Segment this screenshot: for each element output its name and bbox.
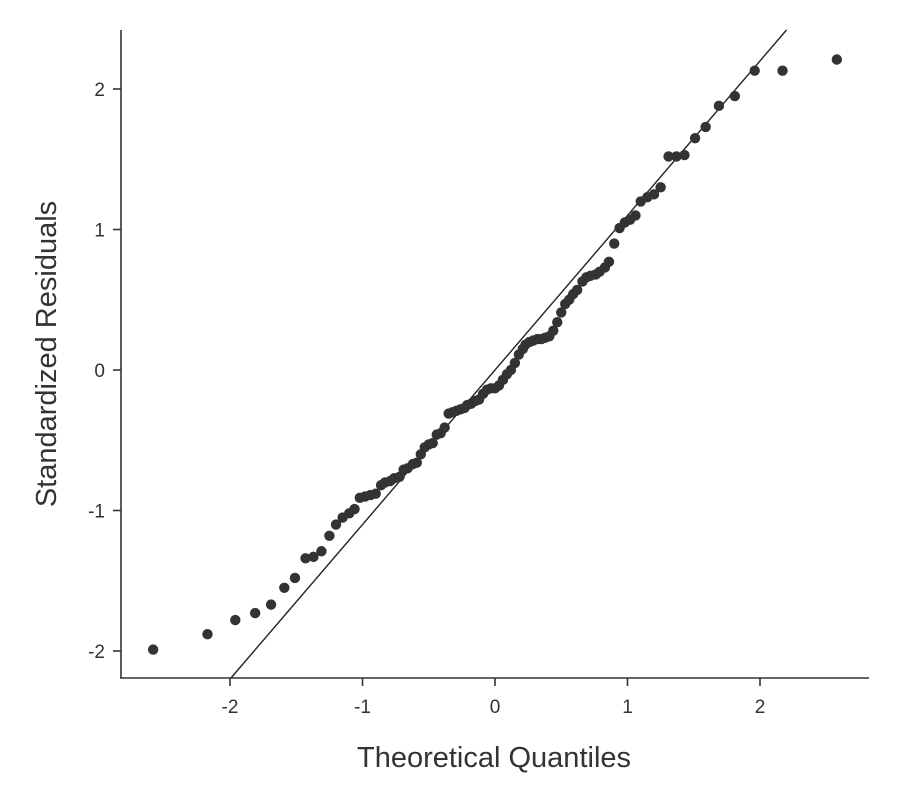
data-point <box>630 210 641 221</box>
data-point <box>648 189 660 200</box>
data-point <box>831 54 843 65</box>
x-tick-label: 1 <box>622 697 633 718</box>
data-point <box>427 437 438 449</box>
data-point <box>663 151 674 162</box>
data-point <box>609 238 620 249</box>
x-tick-label: -1 <box>354 697 371 718</box>
data-point <box>509 357 521 369</box>
data-point <box>439 422 450 433</box>
x-tick-label: 2 <box>755 697 766 718</box>
y-tick-label: 0 <box>94 361 105 382</box>
data-point <box>689 132 701 144</box>
x-tick-label: -2 <box>222 697 239 718</box>
data-point <box>300 553 311 564</box>
data-point <box>556 307 567 318</box>
x-tick-label: 0 <box>490 697 501 718</box>
data-point <box>308 551 319 563</box>
data-point <box>279 582 290 593</box>
data-point <box>713 100 725 112</box>
data-point <box>729 90 741 102</box>
y-tick-label: -2 <box>88 642 105 663</box>
data-point <box>671 151 682 162</box>
data-point <box>552 317 563 328</box>
data-point <box>324 530 335 541</box>
y-tick-label: 2 <box>94 80 105 101</box>
data-point <box>655 182 666 193</box>
data-point <box>316 546 327 557</box>
data-point <box>289 572 301 584</box>
y-tick-label: 1 <box>94 221 105 242</box>
data-point <box>679 149 690 161</box>
y-axis-ticks: -2 -1 0 1 2 <box>88 80 121 663</box>
data-point <box>411 457 423 468</box>
x-axis-ticks: -2 -1 0 1 2 <box>222 678 766 718</box>
data-point <box>700 121 711 133</box>
data-point <box>548 325 559 336</box>
data-point <box>349 503 360 515</box>
y-tick-label: -1 <box>88 502 105 523</box>
x-axis-title: Theoretical Quantiles <box>357 742 631 774</box>
data-point <box>265 599 277 610</box>
data-point <box>249 607 261 619</box>
data-point <box>202 628 213 640</box>
data-point <box>147 644 159 655</box>
plot-area <box>147 29 843 679</box>
data-point <box>603 256 615 268</box>
y-axis-title: Standardized Residuals <box>31 201 63 507</box>
data-point <box>230 614 241 626</box>
data-point <box>571 284 583 296</box>
data-point <box>330 519 342 530</box>
data-point <box>370 488 381 499</box>
data-point <box>749 65 760 76</box>
data-point <box>777 65 788 76</box>
